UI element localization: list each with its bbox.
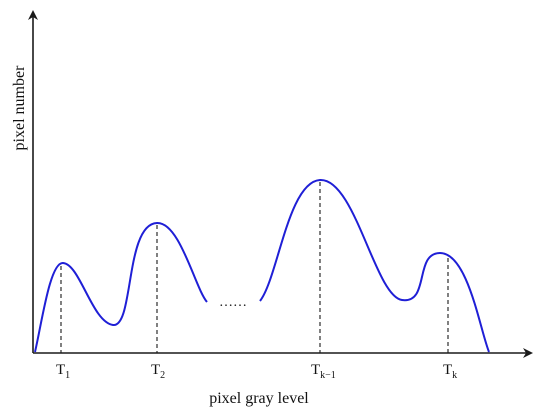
threshold-label-tk-minus-1-sub: k−1 <box>320 370 336 381</box>
y-axis-label: pixel number <box>11 65 28 151</box>
threshold-label-tk-main: T <box>443 362 452 378</box>
threshold-label-t2-main: T <box>151 362 160 378</box>
histogram-curve-left <box>34 221 208 353</box>
threshold-label-t2-sub: 2 <box>160 370 165 381</box>
gap-ellipsis: …… <box>219 295 247 310</box>
histogram-curve-right <box>259 178 490 353</box>
threshold-label-tk-minus-1: Tk−1 <box>311 362 336 381</box>
x-axis-label: pixel gray level <box>209 390 309 407</box>
threshold-label-t1-sub: 1 <box>65 370 70 381</box>
threshold-label-t1-main: T <box>56 362 65 378</box>
threshold-label-t1: T1 <box>56 362 70 381</box>
threshold-label-tk-minus-1-main: T <box>311 362 320 378</box>
threshold-label-t2: T2 <box>151 362 165 381</box>
threshold-label-tk-sub: k <box>452 370 457 381</box>
threshold-label-tk: Tk <box>443 362 457 381</box>
